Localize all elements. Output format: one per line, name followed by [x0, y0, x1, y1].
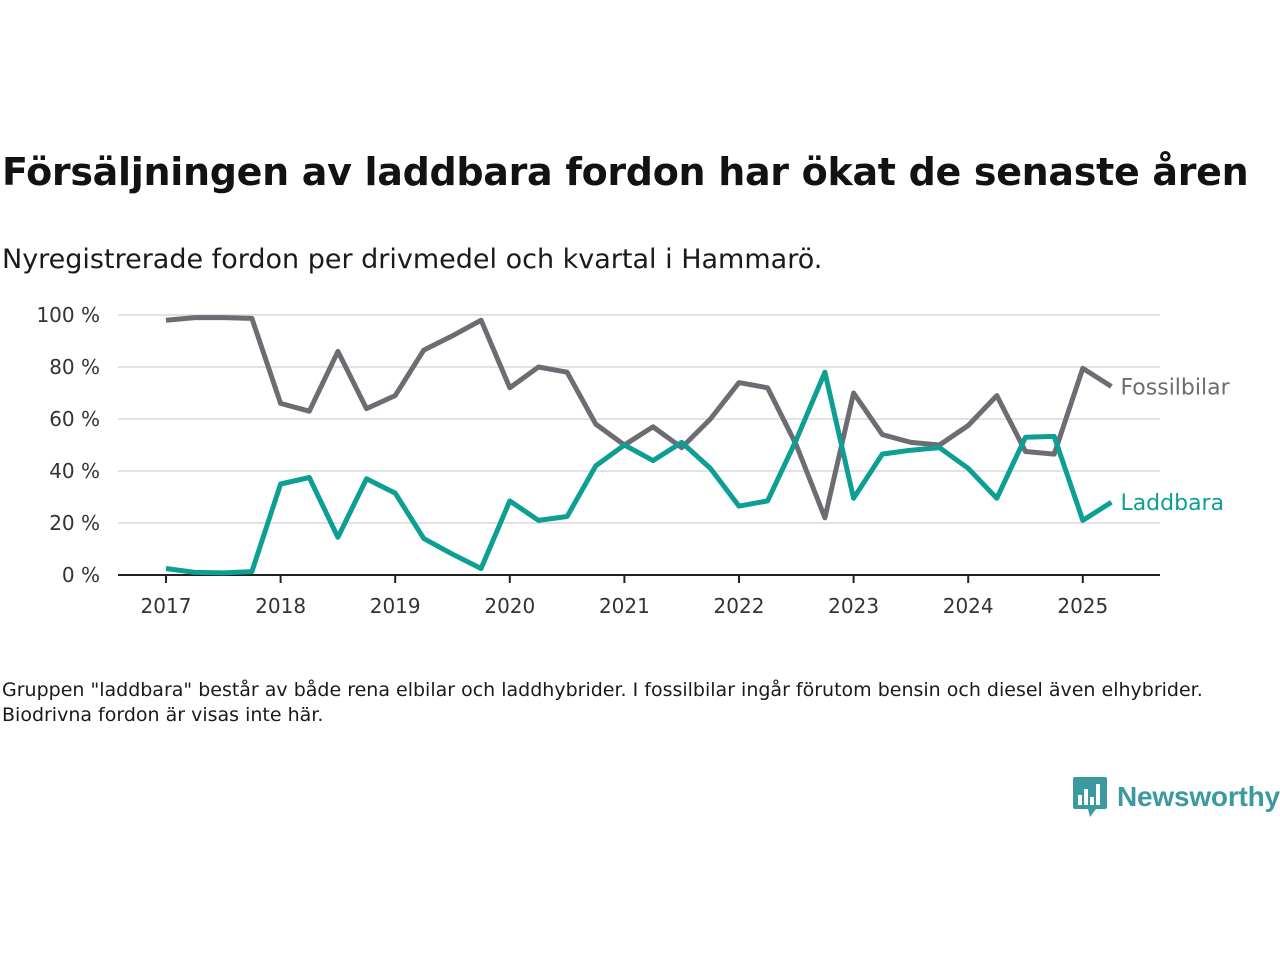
y-tick-label-60: 60 % — [49, 407, 100, 431]
brand-name: Newsworthy — [1117, 781, 1280, 812]
x-tick-label-2021: 2021 — [599, 594, 650, 618]
x-tick-label-2023: 2023 — [828, 594, 879, 618]
x-axis-ticks: 2017 2018 2019 2020 2021 2022 2023 2024 2025 — [141, 575, 1108, 618]
gridlines — [118, 314, 1160, 524]
x-tick-label-2017: 2017 — [141, 594, 192, 618]
footnote: Gruppen "laddbara" består av både rena e… — [2, 679, 1203, 726]
chart-title: Försäljningen av laddbara fordon har öka… — [2, 150, 1249, 194]
y-tick-label-80: 80 % — [49, 355, 100, 379]
x-tick-label-2025: 2025 — [1057, 594, 1108, 618]
x-tick-label-2018: 2018 — [255, 594, 306, 618]
y-tick-label-20: 20 % — [49, 511, 100, 535]
series-label-laddbara: Laddbara — [1120, 491, 1224, 516]
x-tick-label-2020: 2020 — [484, 594, 535, 618]
series-line-fossilbilar — [165, 315, 1113, 521]
line-chart: 0 % 20 % 40 % 60 % 80 % 100 % 2017 2018 2019 202… — [36, 303, 1230, 618]
y-tick-label-100: 100 % — [36, 303, 100, 327]
series-label-fossilbilar: Fossilbilar — [1120, 376, 1230, 401]
brand-logo: Newsworthy — [1072, 776, 1280, 818]
series-labels: Fossilbilar Laddbara — [1120, 376, 1230, 517]
series-line-laddbara — [165, 369, 1113, 576]
chart-subtitle: Nyregistrerade fordon per drivmedel och … — [2, 244, 823, 275]
x-tick-label-2024: 2024 — [943, 594, 994, 618]
series-lines — [165, 315, 1113, 576]
y-tick-label-0: 0 % — [62, 563, 100, 587]
x-tick-label-2022: 2022 — [714, 594, 765, 618]
y-tick-label-40: 40 % — [49, 459, 100, 483]
newsworthy-chart-bubble-icon — [1073, 777, 1107, 817]
x-tick-label-2019: 2019 — [370, 594, 421, 618]
y-axis-tick-labels: 0 % 20 % 40 % 60 % 80 % 100 % — [36, 303, 100, 587]
